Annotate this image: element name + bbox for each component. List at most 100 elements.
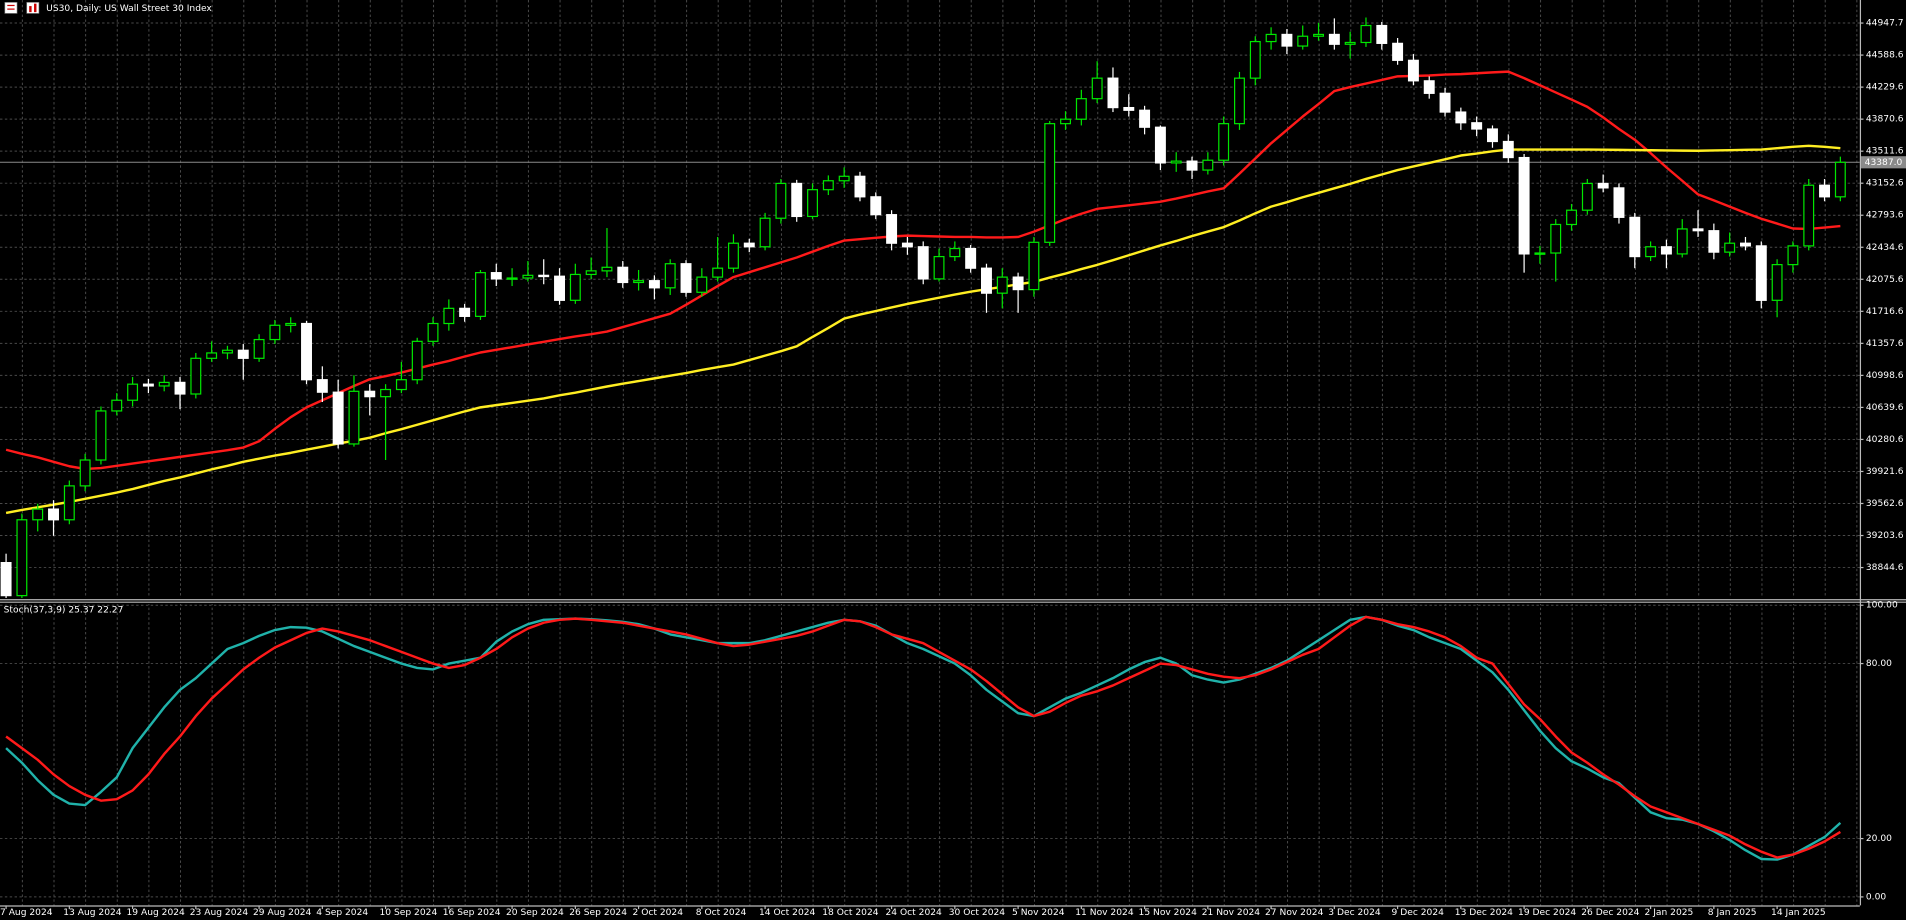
candle-body (285, 322, 297, 326)
candle-body (1455, 111, 1467, 124)
y-tick-label: 43870.6 (1866, 115, 1904, 125)
candle-body (1060, 118, 1072, 125)
candle-body (1771, 264, 1783, 301)
x-tick-label: 19 Aug 2024 (127, 908, 186, 918)
candle-body (95, 410, 107, 461)
candle-body (490, 272, 502, 280)
symbol-icon-bar (34, 3, 37, 13)
candle-body (1139, 109, 1151, 128)
candle-body (538, 274, 550, 278)
candle-body (332, 391, 344, 445)
candle-body (1075, 98, 1087, 120)
y-tick-label: 43152.6 (1866, 179, 1904, 189)
indicator-line (5, 615, 1841, 859)
y-tick-label: 40639.6 (1866, 403, 1904, 413)
candle-body (348, 390, 360, 445)
x-tick-label: 23 Aug 2024 (190, 908, 249, 918)
x-tick-label: 5 Nov 2024 (1012, 908, 1065, 918)
candle-body (1154, 126, 1166, 164)
candle-body (791, 182, 803, 218)
x-tick-label: 21 Nov 2024 (1202, 908, 1261, 918)
x-tick-label: 20 Sep 2024 (506, 908, 564, 918)
x-tick-label: 14 Jan 2025 (1771, 908, 1826, 918)
candle-body (965, 247, 977, 269)
candle-body (980, 267, 992, 294)
x-tick-label: 8 Oct 2024 (696, 908, 747, 918)
candle-body (759, 217, 771, 248)
candle-body (569, 273, 581, 301)
candle-body (506, 277, 518, 280)
candle-body (1091, 77, 1103, 100)
y-tick-label: 40280.6 (1866, 435, 1904, 445)
candle-body (1281, 33, 1293, 47)
candle-body (1740, 242, 1751, 247)
y-tick-label: 42793.6 (1866, 211, 1904, 221)
x-tick-label: 10 Sep 2024 (380, 908, 438, 918)
y-tick-label: 43511.6 (1866, 147, 1904, 157)
x-tick-label: 8 Jan 2025 (1708, 908, 1757, 918)
candle-body (1170, 160, 1182, 164)
candle-body (1186, 160, 1198, 171)
y-tick-label: 20.00 (1866, 834, 1892, 844)
candle-body (633, 280, 645, 284)
x-tick-label: 18 Oct 2024 (822, 908, 879, 918)
candle-body (443, 307, 455, 325)
candle-body (174, 381, 186, 395)
candle-body (190, 357, 202, 395)
y-tick-label: 41716.6 (1866, 307, 1904, 317)
candle-body (16, 519, 28, 597)
y-tick-label: 100.00 (1866, 601, 1898, 611)
candle-body (427, 322, 439, 342)
candle-body (1265, 33, 1277, 43)
menu-icon-line (7, 8, 15, 10)
candle-body (221, 349, 233, 354)
candle-body (364, 390, 376, 398)
candle-body (253, 338, 265, 359)
candle-body (158, 381, 170, 387)
candle-body (1502, 140, 1514, 159)
candle-body (838, 175, 850, 182)
candle-body (1423, 80, 1435, 94)
candle-body (395, 379, 407, 391)
candle-body (1376, 24, 1388, 44)
candle-body (1313, 33, 1325, 37)
y-tick-label: 44229.6 (1866, 83, 1904, 93)
y-tick-label: 42075.6 (1866, 275, 1904, 285)
candle-body (1360, 24, 1372, 44)
y-tick-label: 44947.7 (1866, 19, 1904, 29)
x-tick-label: 7 Aug 2024 (0, 908, 53, 918)
candle-body (1566, 209, 1578, 226)
x-tick-label: 13 Dec 2024 (1455, 908, 1513, 918)
candle-body (142, 383, 154, 387)
y-tick-label: 38844.6 (1866, 563, 1904, 573)
candle-body (1819, 184, 1831, 198)
symbol-icon-bar (29, 6, 32, 13)
indicator-title: Stoch(37,3,9) 25.37 22.27 (4, 606, 124, 616)
x-tick-label: 29 Aug 2024 (253, 908, 312, 918)
x-tick-label: 2 Oct 2024 (633, 908, 684, 918)
candle-body (380, 388, 392, 398)
candle-body (206, 352, 218, 359)
candle-body (1676, 228, 1688, 255)
indicator-line (5, 615, 1842, 861)
candle-body (585, 270, 597, 276)
y-tick-label: 39562.6 (1866, 499, 1904, 509)
symbol-icon[interactable] (26, 2, 40, 14)
stoch-pane (0, 604, 1860, 898)
candle-body (1234, 77, 1245, 125)
y-tick-label: 39203.6 (1866, 531, 1904, 541)
candle-body (807, 189, 818, 218)
current-price-box (1861, 156, 1906, 169)
candle-body (1755, 245, 1767, 301)
candle-body (664, 263, 676, 289)
candle-body (1123, 106, 1135, 111)
candle-body (901, 242, 913, 248)
menu-icon[interactable] (4, 2, 18, 14)
candle-body (1487, 128, 1498, 143)
candle-body (1708, 230, 1720, 253)
y-tick-label: 44588.6 (1866, 51, 1904, 61)
current-price-label: 43387.0 (1865, 158, 1903, 168)
vertical-grid (0, 604, 1860, 906)
candle-body (1297, 35, 1309, 47)
